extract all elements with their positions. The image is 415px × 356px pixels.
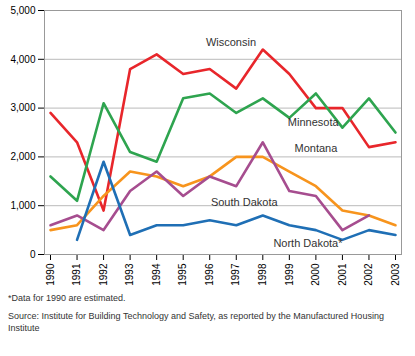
svg-text:1992: 1992: [98, 263, 109, 286]
svg-text:Montana: Montana: [294, 142, 338, 154]
svg-text:1999: 1999: [284, 263, 295, 286]
svg-text:1993: 1993: [124, 263, 135, 286]
svg-text:Wisconsin: Wisconsin: [206, 36, 256, 48]
svg-text:2003: 2003: [390, 263, 401, 286]
html-text:Source: Institute for Building: Source: Institute for Building Technolog…: [8, 311, 384, 334]
svg-text:1997: 1997: [230, 263, 241, 286]
svg-text:North Dakota*: North Dakota*: [273, 237, 343, 249]
svg-text:1996: 1996: [204, 263, 215, 286]
svg-text:1991: 1991: [71, 263, 82, 286]
svg-text:2000: 2000: [310, 263, 321, 286]
svg-text:0: 0: [30, 249, 36, 260]
svg-text:1998: 1998: [257, 263, 268, 286]
svg-text:4,000: 4,000: [10, 54, 35, 65]
svg-text:2001: 2001: [337, 263, 348, 286]
svg-text:1995: 1995: [177, 263, 188, 286]
svg-text:5,000: 5,000: [10, 5, 35, 16]
html-text:*Data for 1990 are estimated.: *Data for 1990 are estimated.: [8, 293, 126, 303]
svg-text:1990: 1990: [45, 263, 56, 286]
svg-text:Minnesota: Minnesota: [288, 116, 340, 128]
svg-text:1994: 1994: [151, 263, 162, 286]
svg-text:3,000: 3,000: [10, 102, 35, 113]
svg-text:2,000: 2,000: [10, 151, 35, 162]
svg-text:2002: 2002: [363, 263, 374, 286]
svg-text:1,000: 1,000: [10, 200, 35, 211]
svg-text:South Dakota: South Dakota: [211, 196, 279, 208]
